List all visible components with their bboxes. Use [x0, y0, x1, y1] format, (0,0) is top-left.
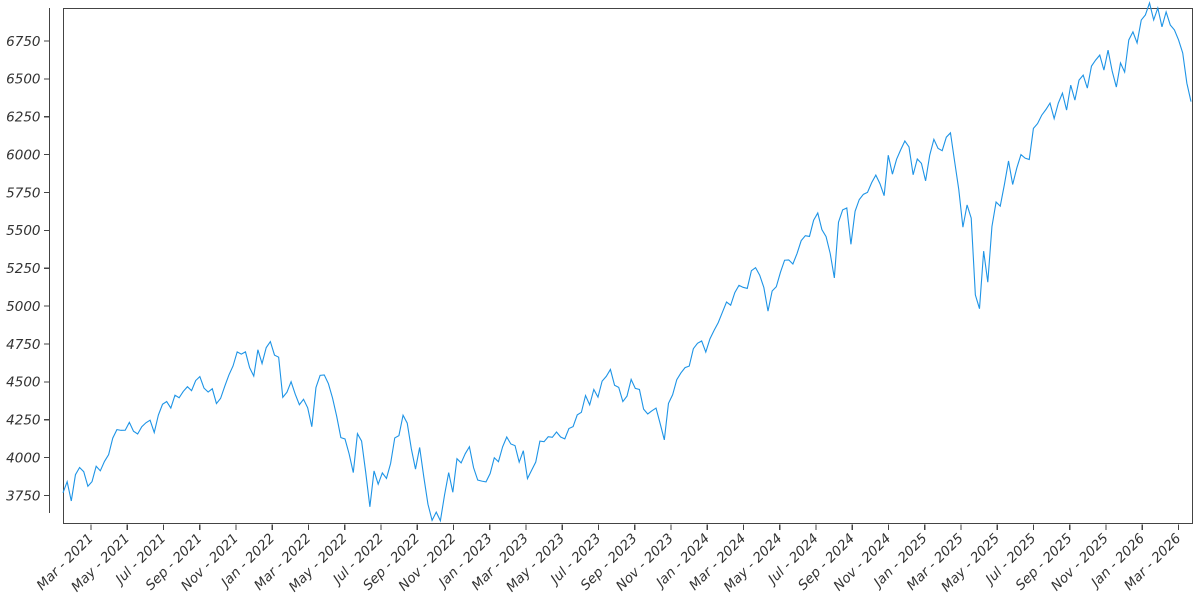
y-tick-label: 5250: [6, 261, 40, 277]
y-tick-label: 3750: [6, 488, 40, 504]
plot-frame: [63, 8, 1193, 524]
y-tick-label: 6000: [6, 147, 40, 163]
y-tick-label: 5500: [6, 223, 40, 239]
y-tick-label: 4500: [6, 375, 40, 391]
y-tick-label: 6250: [6, 110, 40, 126]
y-tick-label: 4250: [6, 413, 40, 429]
y-tick-label: 5000: [6, 299, 40, 315]
price-line: [62, 1, 1192, 523]
y-tick-label: 5750: [6, 185, 40, 201]
y-tick-label: 6750: [6, 34, 40, 50]
y-tick-label: 4000: [6, 450, 40, 466]
y-tick-label: 6500: [6, 72, 40, 88]
y-tick-label: 4750: [6, 337, 40, 353]
